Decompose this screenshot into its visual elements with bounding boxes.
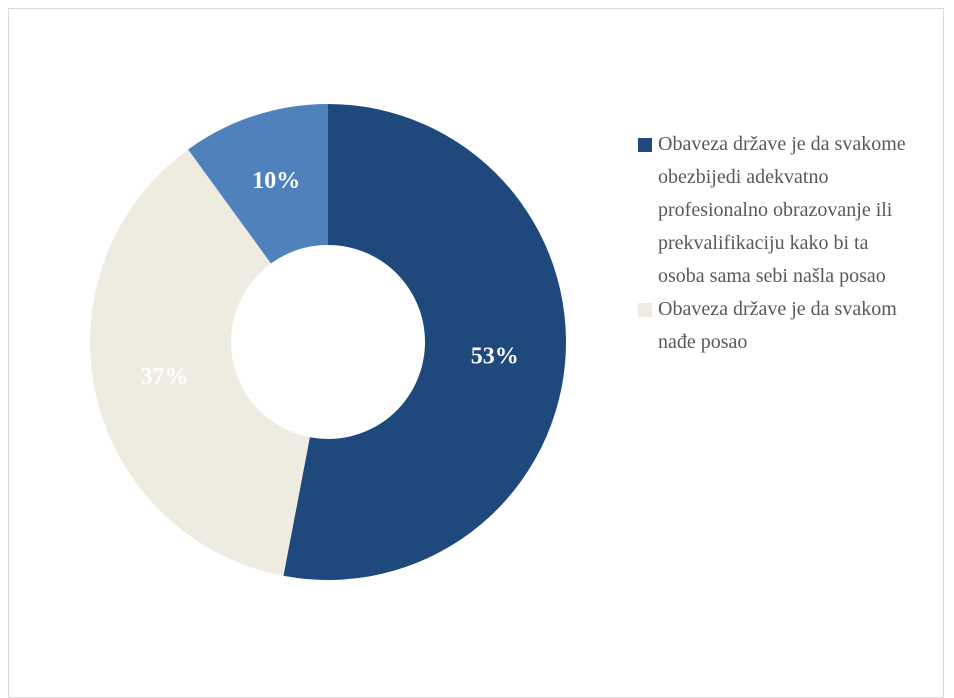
data-label: 10% (252, 168, 300, 194)
slice (89, 149, 310, 576)
legend: Obaveza države je da svakome obezbijedi … (638, 128, 938, 359)
data-label: 37% (141, 364, 189, 390)
data-label: 53% (471, 343, 519, 369)
slice (283, 104, 566, 580)
slice (188, 104, 328, 264)
legend-swatch (638, 138, 652, 152)
legend-label: Obaveza države je da svakome obezbijedi … (658, 133, 906, 287)
legend-swatch (638, 303, 652, 317)
legend-item: Obaveza države je da svakome obezbijedi … (638, 128, 938, 293)
legend-item: Obaveza države je da svakom nađe posao (638, 293, 938, 359)
legend-label: Obaveza države je da svakom nađe posao (658, 298, 897, 353)
